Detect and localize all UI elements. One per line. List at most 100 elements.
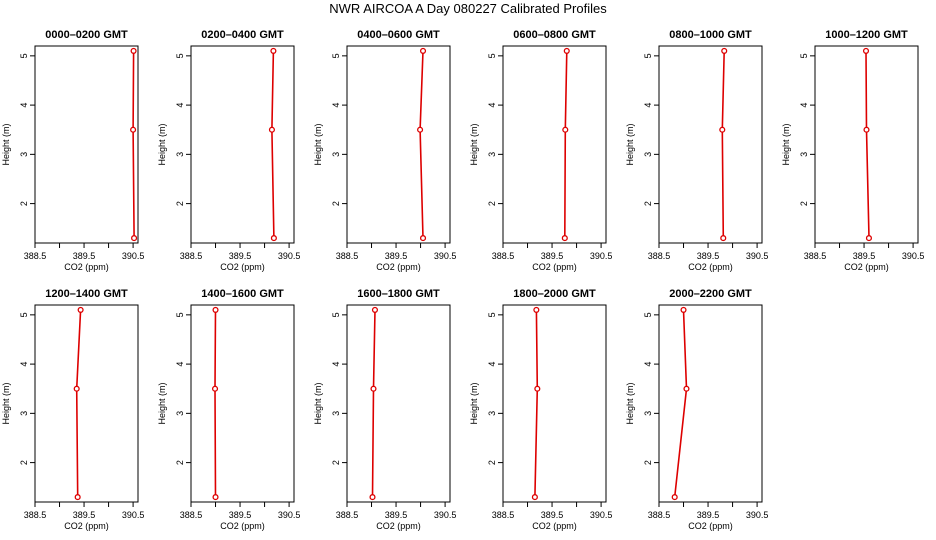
y-tick-label: 3	[643, 411, 653, 416]
y-axis-label: Height (m)	[1, 382, 11, 424]
data-point	[671, 494, 678, 501]
profile-line	[214, 309, 217, 498]
chart-panel: 1800–2000 GMT 388.5 389.5 390.5 CO2 (ppm) 2 3 4…	[469, 288, 612, 531]
y-tick-label: 4	[175, 362, 185, 367]
data-point	[270, 235, 277, 242]
chart-title: 1000–1200 GMT	[825, 29, 908, 41]
profile-line	[419, 50, 424, 239]
x-axis-label: CO2 (ppm)	[532, 521, 577, 531]
x-axis-label: CO2 (ppm)	[64, 262, 109, 272]
y-tick-label: 4	[331, 103, 341, 108]
x-tick-label: 390.5	[278, 251, 301, 261]
data-point	[268, 126, 275, 133]
x-tick-label: 390.5	[746, 510, 769, 520]
page-title: NWR AIRCOA A Day 080227 Calibrated Profi…	[329, 1, 607, 16]
y-axis-label: Height (m)	[157, 123, 167, 165]
y-tick-label: 2	[19, 460, 29, 465]
plot-frame	[658, 304, 763, 503]
y-tick-label: 4	[19, 103, 29, 108]
x-axis-label: CO2 (ppm)	[376, 521, 421, 531]
chart-panel: 1200–1400 GMT 388.5 389.5 390.5 CO2 (ppm) 2 3 4…	[1, 288, 144, 531]
x-tick-label: 388.5	[492, 251, 515, 261]
y-tick-label: 2	[175, 201, 185, 206]
plot-frame	[502, 45, 607, 244]
data-point	[865, 235, 873, 242]
y-tick-label: 4	[487, 362, 497, 367]
profile-line	[721, 50, 725, 239]
x-axis-label: CO2 (ppm)	[844, 262, 889, 272]
x-tick-label: 390.5	[122, 251, 145, 261]
data-point	[74, 494, 81, 501]
chart-panel: 0200–0400 GMT 388.5 389.5 390.5 CO2 (ppm) 2 3 4…	[157, 29, 300, 272]
data-point	[211, 385, 219, 392]
x-tick-label: 390.5	[902, 251, 925, 261]
data-point	[721, 47, 728, 54]
plot-frame	[814, 45, 919, 244]
y-tick-label: 3	[19, 411, 29, 416]
x-tick-label: 389.5	[853, 251, 876, 261]
profile-line	[75, 309, 82, 498]
data-point	[534, 385, 541, 392]
x-axis-label: CO2 (ppm)	[688, 521, 733, 531]
data-point	[531, 494, 538, 501]
data-point	[131, 235, 138, 242]
data-point	[77, 306, 84, 313]
x-tick-label: 388.5	[180, 251, 203, 261]
data-point	[130, 47, 137, 54]
y-tick-label: 2	[643, 201, 653, 206]
chart-title: 2000–2200 GMT	[669, 288, 752, 300]
y-tick-label: 5	[175, 312, 185, 317]
plot-frame	[502, 304, 607, 503]
profile-line	[563, 50, 568, 239]
chart-title: 1600–1800 GMT	[357, 288, 440, 300]
y-tick-label: 3	[799, 152, 809, 157]
y-tick-label: 5	[19, 312, 29, 317]
y-tick-label: 5	[487, 312, 497, 317]
x-tick-label: 389.5	[229, 510, 252, 520]
data-point	[369, 494, 376, 501]
chart-title: 0200–0400 GMT	[201, 29, 284, 41]
plot-frame	[346, 45, 451, 244]
y-tick-label: 3	[487, 411, 497, 416]
chart-title: 1800–2000 GMT	[513, 288, 596, 300]
profile-line	[132, 50, 135, 239]
y-tick-label: 2	[19, 201, 29, 206]
y-tick-label: 2	[487, 460, 497, 465]
profile-line	[271, 50, 275, 239]
y-axis-label: Height (m)	[1, 123, 11, 165]
y-tick-label: 4	[487, 103, 497, 108]
y-tick-label: 3	[643, 152, 653, 157]
data-point	[370, 385, 377, 392]
y-tick-label: 4	[331, 362, 341, 367]
y-tick-label: 3	[19, 152, 29, 157]
x-tick-label: 389.5	[541, 251, 564, 261]
chart-panel: 0800–1000 GMT 388.5 389.5 390.5 CO2 (ppm) 2 3 4…	[625, 29, 768, 272]
profile-line	[673, 309, 688, 498]
data-point	[419, 235, 427, 242]
y-tick-label: 5	[487, 53, 497, 58]
chart-panel: 2000–2200 GMT 388.5 389.5 390.5 CO2 (ppm) 2 3 4…	[625, 288, 768, 531]
data-point	[212, 494, 219, 501]
x-tick-label: 390.5	[746, 251, 769, 261]
y-tick-label: 4	[799, 103, 809, 108]
x-tick-label: 389.5	[73, 251, 96, 261]
chart-title: 1400–1600 GMT	[201, 288, 284, 300]
plot-frame	[190, 45, 295, 244]
y-axis-label: Height (m)	[625, 123, 635, 165]
x-tick-label: 389.5	[385, 510, 408, 520]
y-tick-label: 3	[331, 152, 341, 157]
y-tick-label: 5	[643, 312, 653, 317]
plot-frame	[346, 304, 451, 503]
profile-line	[865, 50, 870, 239]
x-axis-label: CO2 (ppm)	[220, 521, 265, 531]
plot-frame	[34, 304, 139, 503]
x-tick-label: 389.5	[541, 510, 564, 520]
y-tick-label: 5	[175, 53, 185, 58]
x-tick-label: 388.5	[180, 510, 203, 520]
y-tick-label: 4	[175, 103, 185, 108]
x-tick-label: 390.5	[122, 510, 145, 520]
chart-title: 0000–0200 GMT	[45, 29, 128, 41]
x-axis-label: CO2 (ppm)	[220, 262, 265, 272]
x-tick-label: 388.5	[336, 510, 359, 520]
